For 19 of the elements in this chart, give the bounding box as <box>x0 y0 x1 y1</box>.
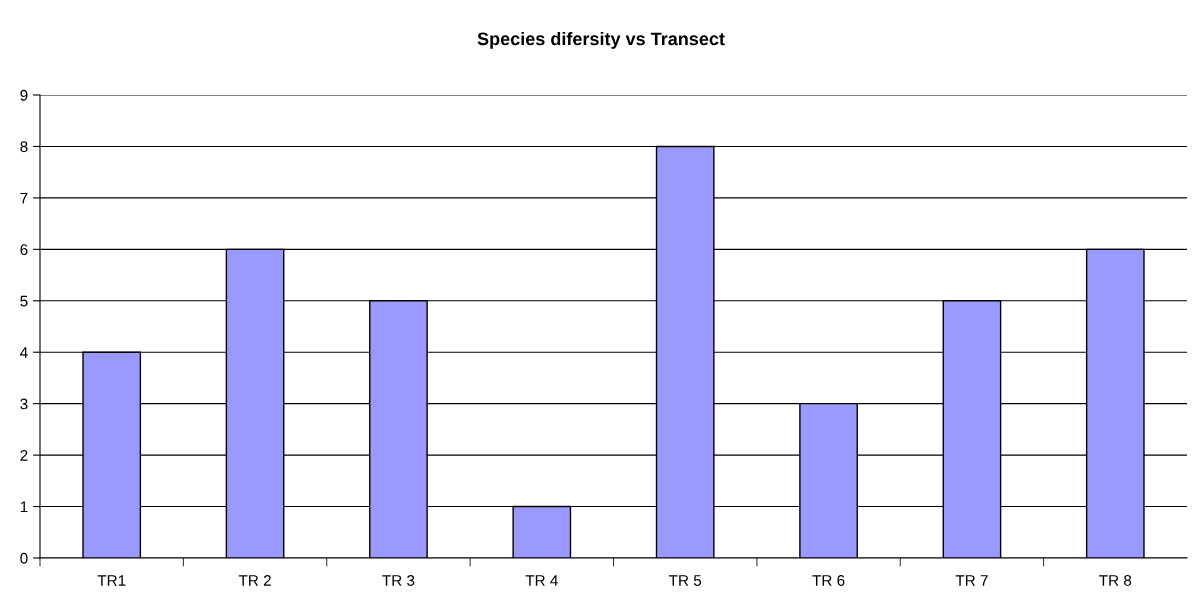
x-tick-label: TR 7 <box>955 575 988 586</box>
chart-title: Species difersity vs Transect <box>477 32 725 49</box>
y-tick-label: 1 <box>20 501 28 513</box>
y-tick-label: 3 <box>20 398 28 410</box>
x-tick-label: TR 5 <box>668 575 702 586</box>
x-tick-label: TR 3 <box>382 575 415 586</box>
y-tick-label: 9 <box>20 89 28 101</box>
x-tick-label: TR 4 <box>525 575 558 586</box>
y-tick-label: 2 <box>20 449 28 461</box>
x-tick-label: TR 8 <box>1099 575 1132 586</box>
x-tick-label: TR 6 <box>812 575 845 586</box>
y-tick-label: 0 <box>20 552 28 564</box>
y-tick-label: 4 <box>20 347 28 358</box>
y-tick-label: 8 <box>20 141 28 153</box>
x-tick-label: TR 2 <box>238 575 271 586</box>
y-tick-label: 6 <box>20 244 28 256</box>
y-tick-label: 7 <box>20 192 28 204</box>
x-tick-label: TR1 <box>97 575 126 586</box>
y-tick-label: 5 <box>20 295 28 307</box>
